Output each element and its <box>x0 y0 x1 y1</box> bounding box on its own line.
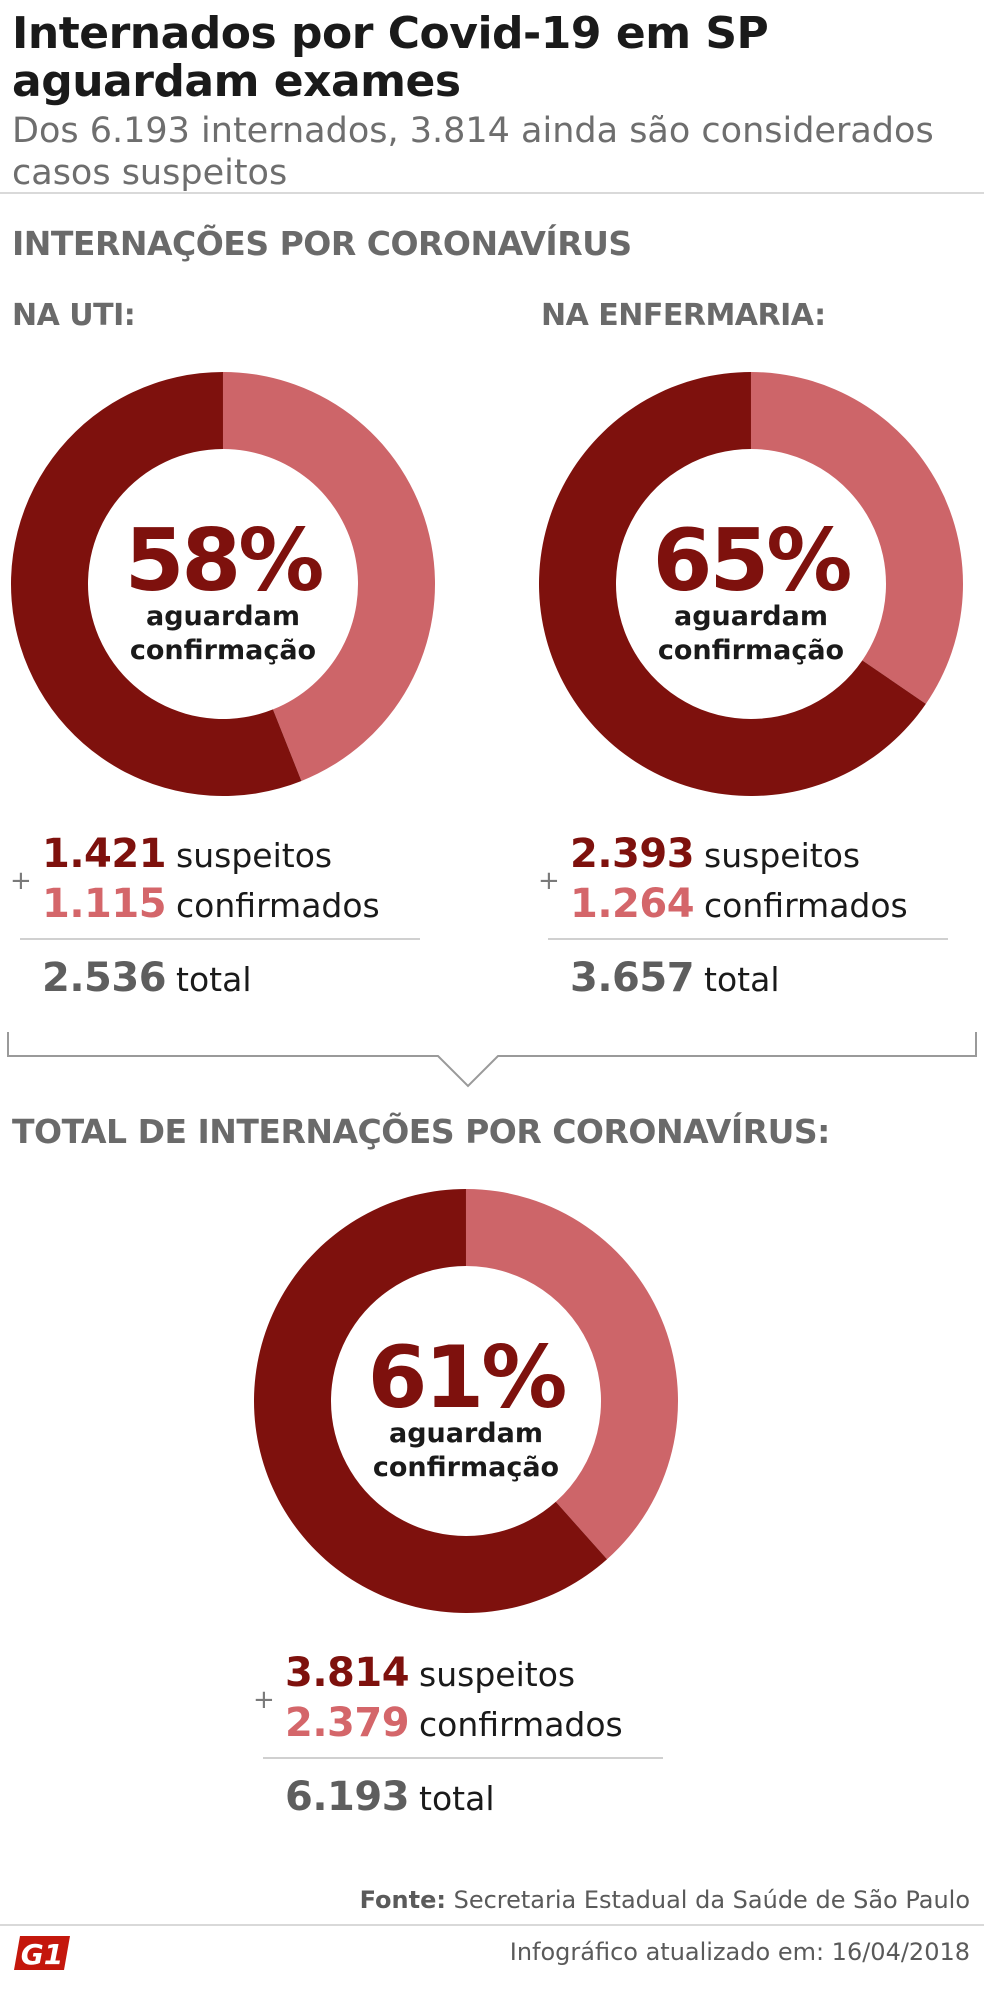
row-total-total: 6.193 total <box>263 1773 683 1823</box>
section-title: INTERNAÇÕES POR CORONAVÍRUS <box>12 224 632 263</box>
sum-rule-uti <box>20 938 420 940</box>
total-section-title: TOTAL DE INTERNAÇÕES POR CORONAVÍRUS: <box>12 1112 830 1151</box>
total-value-enfermaria: 3.657 <box>570 955 695 1001</box>
percent-label-total: 61% <box>368 1328 566 1428</box>
source-note: Fonte: Secretaria Estadual da Saúde de S… <box>360 1886 970 1914</box>
caption-line2-uti: confirmação <box>130 635 316 666</box>
source-label: Fonte: <box>359 1886 446 1914</box>
header-divider <box>0 192 984 194</box>
row-suspeitos-enfermaria: 2.393 suspeitos <box>548 830 968 880</box>
row-suspeitos-total: 3.814 suspeitos <box>263 1649 683 1699</box>
row-total-enfermaria: 3.657 total <box>548 954 968 1004</box>
total-label-uti: total <box>176 960 252 999</box>
confirmados-label-uti: confirmados <box>176 886 380 925</box>
stats-uti: 1.421 suspeitos 1.115 confirmados 2.536 tot… <box>20 830 440 1004</box>
percent-label-enfermaria: 65% <box>653 511 851 611</box>
donut-chart-uti: 58% aguardam confirmação <box>10 372 435 796</box>
source-text: Secretaria Estadual da Saúde de São Paul… <box>453 1886 970 1914</box>
caption-line1-total: aguardam <box>389 1418 543 1449</box>
donut-slices-enfermaria <box>539 372 963 796</box>
suspeitos-label-enfermaria: suspeitos <box>704 836 861 875</box>
confirmados-value-enfermaria: 1.264 <box>570 881 695 927</box>
row-confirmados-total: 2.379 confirmados <box>263 1699 683 1749</box>
donut-slices-total <box>253 1189 678 1613</box>
caption-line1-uti: aguardam <box>146 601 300 632</box>
plus-sign-enfermaria: + <box>538 866 560 896</box>
slice-confirmados-total <box>466 1189 678 1560</box>
suspeitos-label-total: suspeitos <box>419 1655 576 1694</box>
slice-suspeitos-enfermaria <box>539 372 926 796</box>
row-confirmados-uti: 1.115 confirmados <box>20 880 440 930</box>
updated-note: Infográfico atualizado em: 16/04/2018 <box>509 1938 970 1966</box>
plus-sign-uti: + <box>10 866 32 896</box>
slice-confirmados-uti <box>223 372 435 781</box>
plus-sign-total: + <box>253 1685 275 1715</box>
enfermaria-label: NA ENFERMARIA: <box>541 298 826 333</box>
slice-suspeitos-total <box>253 1189 608 1613</box>
caption-line1-enfermaria: aguardam <box>674 601 828 632</box>
stats-enfermaria: 2.393 suspeitos 1.264 confirmados 3.657 tot… <box>548 830 968 1004</box>
sum-rule-total <box>263 1757 663 1759</box>
donut-slices-uti <box>10 372 435 796</box>
g1-logo-text: G1 <box>21 1938 63 1971</box>
bracket-line <box>7 1032 977 1088</box>
g1-logo: G1 <box>14 1936 70 1971</box>
stats-total: 3.814 suspeitos 2.379 confirmados 6.193 tot… <box>263 1649 683 1823</box>
confirmados-label-total: confirmados <box>419 1705 623 1744</box>
page-subtitle: Dos 6.193 internados, 3.814 ainda são co… <box>12 111 934 193</box>
slice-suspeitos-uti <box>10 372 302 796</box>
donut-chart-enfermaria: 65% aguardam confirmação <box>539 372 963 796</box>
suspeitos-value-enfermaria: 2.393 <box>570 831 695 877</box>
confirmados-label-enfermaria: confirmados <box>704 886 908 925</box>
caption-line2-total: confirmação <box>373 1452 559 1483</box>
total-label-total: total <box>419 1779 495 1818</box>
page-title: Internados por Covid-19 em SP aguardam e… <box>12 8 769 107</box>
donut-chart-total: 61% aguardam confirmação <box>253 1189 678 1613</box>
suspeitos-label-uti: suspeitos <box>176 836 333 875</box>
total-label-enfermaria: total <box>704 960 780 999</box>
confirmados-value-uti: 1.115 <box>42 881 167 927</box>
row-confirmados-enfermaria: 1.264 confirmados <box>548 880 968 930</box>
uti-label: NA UTI: <box>12 298 136 333</box>
confirmados-value-total: 2.379 <box>285 1700 410 1746</box>
total-value-total: 6.193 <box>285 1774 410 1820</box>
bracket-connector <box>7 1032 977 1088</box>
row-suspeitos-uti: 1.421 suspeitos <box>20 830 440 880</box>
footer-divider <box>0 1924 984 1926</box>
caption-line2-enfermaria: confirmação <box>658 635 844 666</box>
row-total-uti: 2.536 total <box>20 954 440 1004</box>
suspeitos-value-total: 3.814 <box>285 1650 410 1696</box>
percent-label-uti: 58% <box>125 511 323 611</box>
total-value-uti: 2.536 <box>42 955 167 1001</box>
suspeitos-value-uti: 1.421 <box>42 831 167 877</box>
g1-logo-shape <box>14 1936 70 1970</box>
sum-rule-enfermaria <box>548 938 948 940</box>
slice-confirmados-enfermaria <box>751 372 963 704</box>
